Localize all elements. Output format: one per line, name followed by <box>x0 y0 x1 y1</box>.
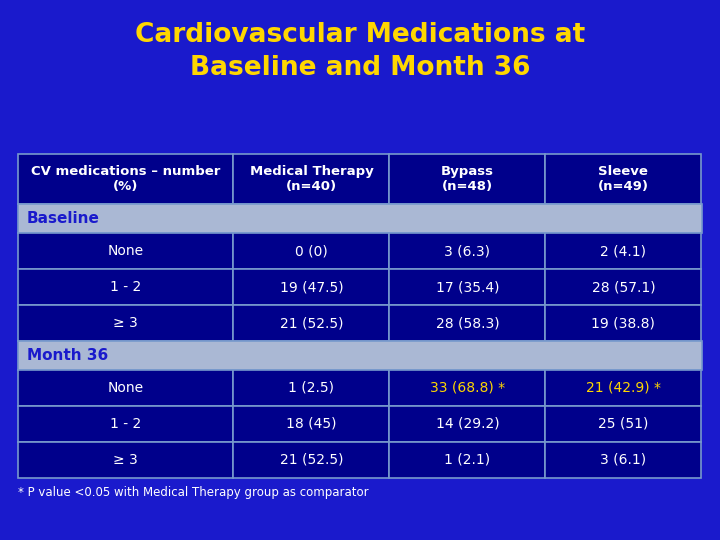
Text: ≥ 3: ≥ 3 <box>113 453 138 467</box>
Bar <box>233 269 390 305</box>
Text: 33 (68.8) *: 33 (68.8) * <box>430 381 505 395</box>
Bar <box>18 204 702 233</box>
Text: 3 (6.1): 3 (6.1) <box>600 453 647 467</box>
Text: * P value <0.05 with Medical Therapy group as comparator: * P value <0.05 with Medical Therapy gro… <box>18 486 369 499</box>
Bar <box>233 305 390 341</box>
Bar <box>18 406 233 442</box>
Text: Cardiovascular Medications at
Baseline and Month 36: Cardiovascular Medications at Baseline a… <box>135 22 585 80</box>
Bar <box>233 154 390 204</box>
Bar <box>233 233 390 269</box>
Text: Medical Therapy
(n=40): Medical Therapy (n=40) <box>250 165 373 193</box>
Bar <box>390 233 545 269</box>
Bar <box>390 305 545 341</box>
Bar <box>18 269 233 305</box>
Bar <box>18 305 233 341</box>
Bar <box>18 233 233 269</box>
Text: 19 (47.5): 19 (47.5) <box>279 280 343 294</box>
Text: 19 (38.8): 19 (38.8) <box>591 316 655 330</box>
Bar <box>18 341 702 370</box>
Text: 0 (0): 0 (0) <box>295 244 328 258</box>
Text: 28 (57.1): 28 (57.1) <box>592 280 655 294</box>
Text: ≥ 3: ≥ 3 <box>113 316 138 330</box>
Text: None: None <box>108 244 144 258</box>
Text: 14 (29.2): 14 (29.2) <box>436 417 499 431</box>
Text: 2 (4.1): 2 (4.1) <box>600 244 647 258</box>
Text: 21 (52.5): 21 (52.5) <box>279 316 343 330</box>
Bar <box>233 370 390 406</box>
Text: 1 - 2: 1 - 2 <box>110 280 141 294</box>
Text: 3 (6.3): 3 (6.3) <box>444 244 490 258</box>
Bar <box>390 406 545 442</box>
Text: Bypass
(n=48): Bypass (n=48) <box>441 165 494 193</box>
Bar <box>545 269 701 305</box>
Text: 17 (35.4): 17 (35.4) <box>436 280 499 294</box>
Bar <box>18 370 233 406</box>
Text: 1 - 2: 1 - 2 <box>110 417 141 431</box>
Text: 1 (2.5): 1 (2.5) <box>289 381 334 395</box>
Text: CV medications – number
(%): CV medications – number (%) <box>31 165 220 193</box>
Text: None: None <box>108 381 144 395</box>
Bar <box>545 305 701 341</box>
Bar <box>390 370 545 406</box>
Bar <box>545 442 701 478</box>
Bar <box>233 406 390 442</box>
Text: 28 (58.3): 28 (58.3) <box>436 316 499 330</box>
Text: 21 (52.5): 21 (52.5) <box>279 453 343 467</box>
Text: 25 (51): 25 (51) <box>598 417 649 431</box>
Text: 1 (2.1): 1 (2.1) <box>444 453 490 467</box>
Text: 21 (42.9) *: 21 (42.9) * <box>586 381 661 395</box>
Bar <box>390 442 545 478</box>
Text: Sleeve
(n=49): Sleeve (n=49) <box>598 165 649 193</box>
Bar <box>18 154 233 204</box>
Bar <box>545 154 701 204</box>
Bar <box>545 370 701 406</box>
Text: Month 36: Month 36 <box>27 348 108 363</box>
Bar <box>545 233 701 269</box>
Bar <box>545 406 701 442</box>
Bar <box>390 154 545 204</box>
Text: Baseline: Baseline <box>27 211 99 226</box>
Text: 18 (45): 18 (45) <box>286 417 337 431</box>
Bar <box>233 442 390 478</box>
Bar <box>18 442 233 478</box>
Bar <box>390 269 545 305</box>
